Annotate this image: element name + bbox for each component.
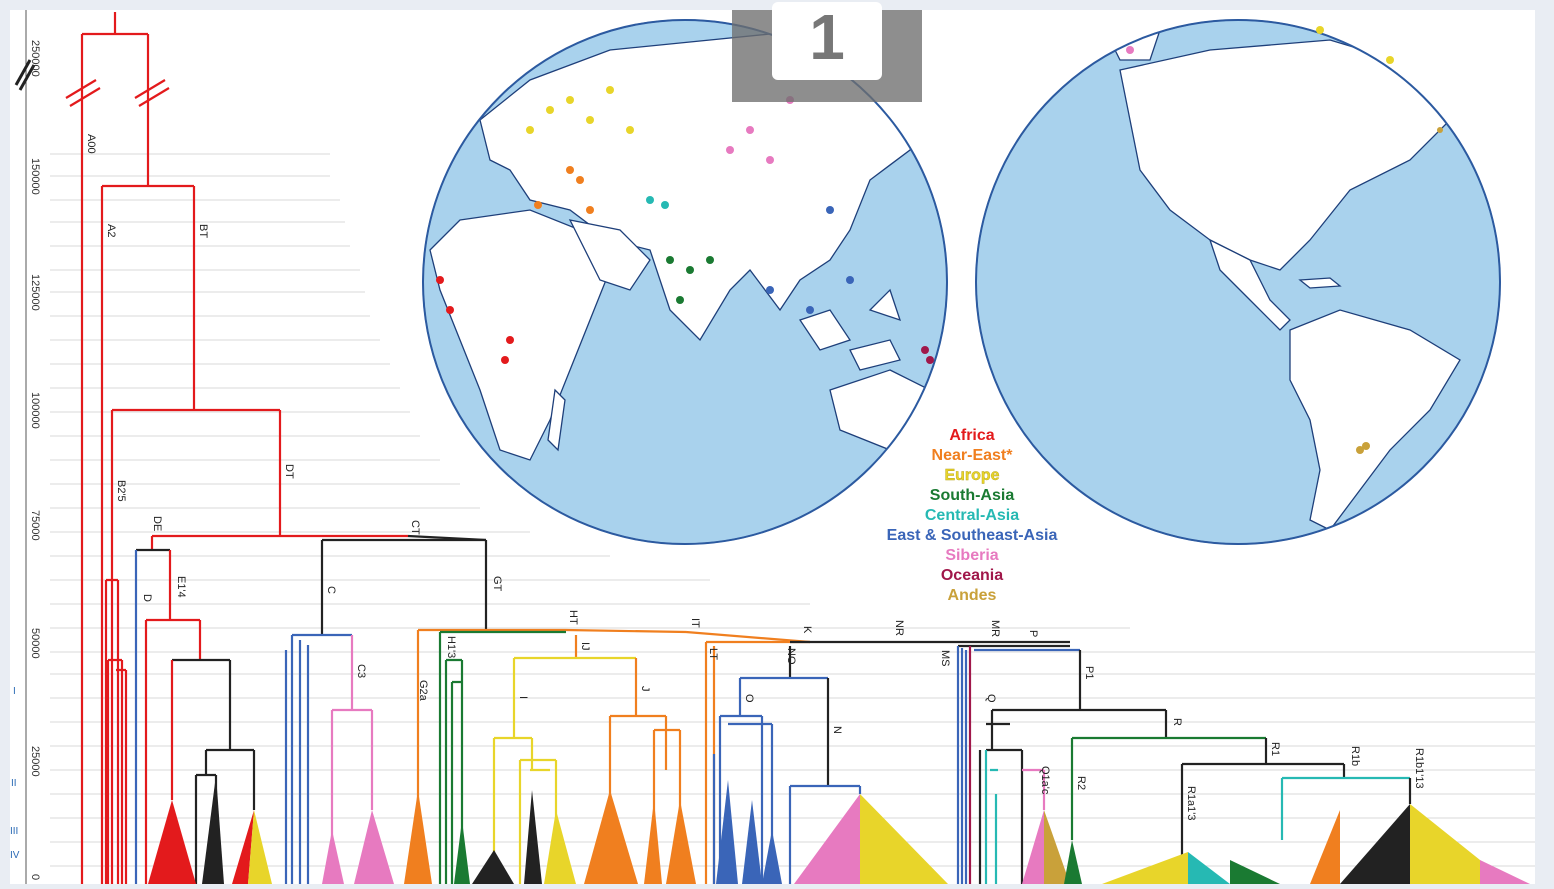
- clade-label: R1a1'3: [1185, 786, 1197, 821]
- clade-label: G2a: [417, 680, 429, 702]
- clade-label: O: [743, 694, 755, 703]
- badge-card: 1: [772, 2, 882, 80]
- tick-50000: 50000: [29, 628, 41, 659]
- clade-label: N: [831, 726, 843, 734]
- legend-item-oceania: Oceania: [941, 567, 1003, 584]
- clade-label: LT: [707, 648, 719, 660]
- legend-item-east-southeast-asia: East & Southeast-Asia: [887, 527, 1058, 544]
- era-label-2: II: [11, 778, 17, 789]
- clade-label: MR: [989, 620, 1001, 637]
- clade-label: E1'4: [175, 576, 187, 598]
- legend-item-south-asia: South-Asia: [930, 487, 1015, 504]
- clade-label: C3: [355, 664, 367, 678]
- era-label-4: IV: [10, 850, 20, 861]
- clade-label: B2'5: [115, 480, 127, 502]
- clade-label: MS: [939, 650, 951, 667]
- eastern-hemisphere-globe: [422, 19, 948, 545]
- clade-label: K: [801, 626, 813, 634]
- legend-item-central-asia: Central-Asia: [925, 507, 1019, 524]
- legend-item-andes: Andes: [948, 587, 997, 604]
- tick-100000: 100000: [29, 392, 41, 429]
- legend-item-siberia: Siberia: [945, 547, 998, 564]
- clade-label: A00: [85, 134, 97, 154]
- clade-label: P: [1027, 630, 1039, 637]
- figure-number-badge: 1: [732, 2, 922, 102]
- clade-label: I: [517, 696, 529, 699]
- tick-75000: 75000: [29, 510, 41, 541]
- time-axis: 250000 150000 125000 100000 75000 50000 …: [10, 10, 41, 884]
- region-legend: Africa Near-East* Europe South-Asia Cent…: [887, 427, 1058, 604]
- figure: 250000 150000 125000 100000 75000 50000 …: [10, 2, 1535, 884]
- clade-label: C: [325, 586, 337, 594]
- era-label-1: I: [13, 686, 16, 697]
- clade-label: IT: [689, 618, 701, 628]
- clade-label: A2: [105, 224, 117, 237]
- legend-item-africa: Africa: [949, 427, 994, 444]
- gridlines: [50, 153, 1535, 867]
- clade-label: R2: [1075, 776, 1087, 790]
- sample-points-western: [1126, 26, 1443, 454]
- figure-number: 1: [809, 1, 845, 73]
- clade-label: R1: [1269, 742, 1281, 756]
- clade-label: J: [639, 686, 651, 692]
- tick-250000: 250000: [29, 40, 41, 77]
- clade-label: DE: [151, 516, 163, 531]
- clade-labels: A00 A2 BT B2'5 DT DE D E1'4 CT C C3 GT G…: [85, 134, 1425, 821]
- clade-label: H1'3: [445, 636, 457, 658]
- tick-150000: 150000: [29, 158, 41, 195]
- tick-0: 0: [29, 874, 41, 880]
- tick-125000: 125000: [29, 274, 41, 311]
- clade-label: HT: [567, 610, 579, 625]
- clade-label: R: [1171, 718, 1183, 726]
- clade-label: NR: [893, 620, 905, 636]
- clade-label: BT: [197, 224, 209, 238]
- clade-label: IJ: [579, 642, 591, 651]
- clade-label: R1b: [1349, 746, 1361, 766]
- era-label-3: III: [10, 826, 18, 837]
- tree-branches: [65, 12, 1412, 884]
- tick-25000: 25000: [29, 746, 41, 777]
- legend-item-near-east: Near-East*: [932, 447, 1014, 464]
- clade-label: P1: [1083, 666, 1095, 679]
- clade-label: Q1a'c: [1039, 766, 1051, 795]
- clade-label: GT: [491, 576, 503, 592]
- western-hemisphere-globe: [975, 19, 1501, 545]
- clade-label: DT: [283, 464, 295, 479]
- clade-label: D: [141, 594, 153, 602]
- clade-label: R1b1'13: [1413, 748, 1425, 789]
- clade-label: Q: [985, 694, 997, 703]
- clade-label: CT: [409, 520, 421, 535]
- lineage-triangles: [148, 775, 1530, 884]
- sample-points-eastern: [436, 86, 934, 364]
- clade-label: NO: [785, 648, 797, 665]
- legend-item-europe: Europe: [944, 467, 999, 484]
- y-chromosome-tree-figure: 250000 150000 125000 100000 75000 50000 …: [10, 10, 1535, 884]
